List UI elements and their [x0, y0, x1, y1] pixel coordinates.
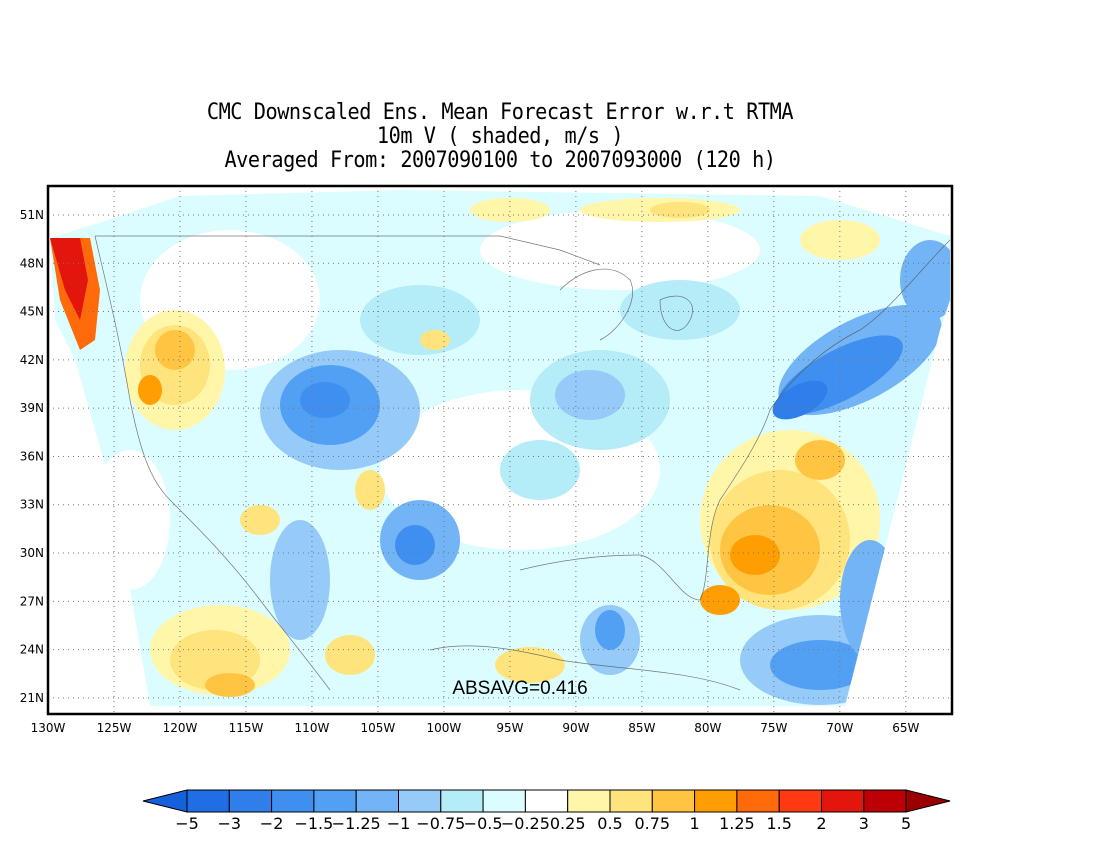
latitude-labels: 21N 24N 27N 30N 33N 36N 39N 42N 45N 48N 51N [20, 208, 44, 705]
longitude-tick-label: 75W [760, 721, 787, 735]
colorbar-swatch [440, 789, 484, 813]
colorbar-swatch [694, 789, 738, 813]
latitude-tick-label: 51N [20, 208, 44, 222]
colorbar-swatch [736, 789, 780, 813]
map-grid [48, 186, 952, 714]
longitude-tick-label: 80W [694, 721, 721, 735]
colorbar-label: −1.5 [294, 814, 333, 833]
latitude-tick-label: 27N [20, 594, 44, 608]
colorbar-label: 1.25 [719, 814, 755, 833]
colorbar: −5 −3 −2 −1.5−1.25 −1 −0.75−0.5−0.25 0.25 0.5 0.… [142, 789, 951, 833]
latitude-tick-label: 39N [20, 401, 44, 415]
map-frame [46, 184, 954, 716]
absavg-label: ABSAVG=0.416 [452, 678, 587, 699]
colorbar-swatch [228, 789, 273, 813]
latitude-tick-label: 48N [20, 256, 44, 270]
colorbar-swatch [651, 789, 696, 813]
colorbar-label: −3 [218, 814, 242, 833]
longitude-labels: 130W 125W 120W 115W 110W 105W 100W 95W 90W 85W 80W… [31, 721, 920, 735]
colorbar-swatch [271, 789, 315, 813]
colorbar-swatch [355, 789, 400, 813]
colorbar-swatch [398, 789, 442, 813]
longitude-tick-label: 110W [295, 721, 330, 735]
longitude-tick-label: 105W [361, 721, 396, 735]
latitude-tick-label: 33N [20, 498, 44, 512]
longitude-tick-label: 130W [31, 721, 66, 735]
colorbar-label: −0.5 [464, 814, 503, 833]
colorbar-swatch [524, 789, 569, 813]
longitude-tick-label: 100W [427, 721, 462, 735]
colorbar-label: 0.5 [597, 814, 622, 833]
colorbar-swatch [609, 789, 653, 813]
longitude-tick-label: 115W [229, 721, 264, 735]
colorbar-swatch [778, 789, 823, 813]
latitude-tick-label: 30N [20, 546, 44, 560]
title-line-3: Averaged From: 2007090100 to 2007093000 … [224, 148, 776, 173]
colorbar-swatch [863, 789, 907, 813]
colorbar-label: 1.5 [766, 814, 791, 833]
latitude-tick-label: 36N [20, 449, 44, 463]
colorbar-swatch [186, 789, 230, 813]
latitude-tick-label: 24N [20, 643, 44, 657]
colorbar-swatch [821, 789, 865, 813]
latitude-tick-label: 21N [20, 691, 44, 705]
longitude-tick-label: 85W [628, 721, 655, 735]
colorbar-label: 0.75 [634, 814, 670, 833]
longitude-tick-label: 120W [163, 721, 198, 735]
colorbar-low-arrow [142, 789, 188, 813]
latitude-tick-label: 45N [20, 305, 44, 319]
colorbar-label: −1.25 [332, 814, 381, 833]
colorbar-label: 2 [816, 814, 826, 833]
title-line-2: 10m V ( shaded, m/s ) [376, 124, 624, 149]
colorbar-swatch [313, 789, 357, 813]
latitude-tick-label: 42N [20, 353, 44, 367]
colorbar-label: −0.75 [416, 814, 465, 833]
colorbar-swatch [567, 789, 611, 813]
longitude-tick-label: 70W [826, 721, 853, 735]
colorbar-label: 1 [690, 814, 700, 833]
longitude-tick-label: 95W [496, 721, 523, 735]
longitude-tick-label: 125W [97, 721, 132, 735]
colorbar-label: −5 [175, 814, 199, 833]
colorbar-high-arrow [905, 789, 951, 813]
title-line-1: CMC Downscaled Ens. Mean Forecast Error … [206, 100, 794, 125]
colorbar-label: 5 [901, 814, 911, 833]
colorbar-label: −0.25 [501, 814, 550, 833]
chart-title: CMC Downscaled Ens. Mean Forecast Error … [0, 101, 1000, 173]
colorbar-label: 3 [859, 814, 869, 833]
colorbar-label: −1 [387, 814, 411, 833]
longitude-tick-label: 90W [562, 721, 589, 735]
longitude-tick-label: 65W [892, 721, 919, 735]
shaded-field [50, 190, 951, 706]
colorbar-label: 0.25 [550, 814, 586, 833]
colorbar-label: −2 [260, 814, 284, 833]
colorbar-swatch [482, 789, 526, 813]
